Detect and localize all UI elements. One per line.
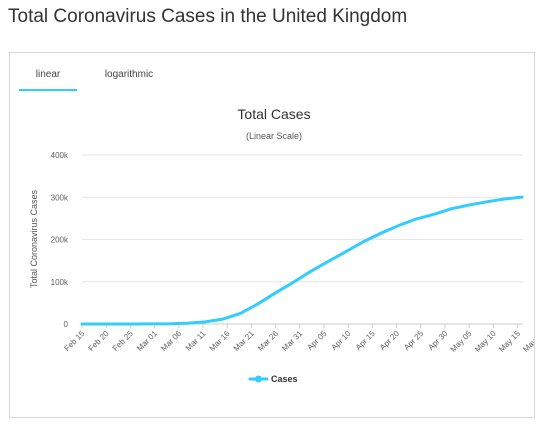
x-tick-label: May 10 bbox=[473, 329, 498, 354]
page-title: Total Coronavirus Cases in the United Ki… bbox=[8, 6, 408, 27]
x-tick-label: May 05 bbox=[449, 329, 474, 354]
y-tick-label: 200k bbox=[51, 236, 69, 245]
chart-svg: Total Cases (Linear Scale) Total Coronav… bbox=[29, 106, 534, 384]
x-tick-label: Mar 06 bbox=[159, 329, 183, 353]
legend-marker-cases bbox=[255, 375, 262, 383]
x-tick-label: Mar 31 bbox=[280, 329, 304, 353]
chart-subtitle: (Linear Scale) bbox=[246, 131, 302, 141]
x-tick-label: Apr 20 bbox=[378, 329, 401, 352]
x-tick-label: Feb 15 bbox=[62, 329, 86, 353]
x-tick-label: Mar 01 bbox=[135, 329, 159, 353]
x-tick-label: Apr 15 bbox=[354, 329, 377, 352]
x-tick-label: Feb 20 bbox=[87, 329, 111, 353]
legend[interactable]: Cases bbox=[248, 374, 298, 384]
grid-lines bbox=[82, 154, 523, 325]
y-tick-label: 0 bbox=[64, 320, 69, 329]
tab-linear[interactable]: linear bbox=[19, 67, 77, 91]
x-tick-label: Apr 25 bbox=[402, 329, 425, 352]
x-tick-label: Apr 05 bbox=[305, 329, 328, 352]
x-tick-label: Mar 26 bbox=[256, 329, 280, 353]
y-tick-label: 400k bbox=[51, 151, 69, 160]
x-axis-ticks: Feb 15 Feb 20 Feb 25 Mar 01 Mar 06 Mar 11 Mar … bbox=[62, 324, 534, 354]
y-axis-label: Total Coronavirus Cases bbox=[29, 189, 39, 288]
y-axis-ticks: 0 100k 200k 300k 400k bbox=[51, 151, 69, 329]
x-tick-label: Feb 25 bbox=[111, 329, 135, 353]
chart-title: Total Cases bbox=[237, 106, 310, 122]
series-line-cases bbox=[80, 195, 524, 326]
x-tick-label: May 20 bbox=[521, 329, 534, 354]
x-tick-label: Mar 16 bbox=[208, 329, 232, 353]
x-tick-label: Mar 11 bbox=[184, 329, 208, 353]
x-tick-label: May 15 bbox=[497, 329, 522, 354]
x-tick-label: Apr 30 bbox=[426, 329, 449, 352]
y-tick-label: 300k bbox=[51, 193, 69, 202]
chart-panel: linear logarithmic Total Cases (Linear S… bbox=[9, 52, 535, 418]
tab-logarithmic[interactable]: logarithmic bbox=[104, 69, 154, 80]
x-tick-label: Mar 21 bbox=[232, 329, 256, 353]
x-tick-label: Apr 10 bbox=[330, 329, 353, 352]
y-tick-label: 100k bbox=[51, 278, 69, 287]
legend-label-cases: Cases bbox=[271, 374, 298, 384]
series-layer bbox=[80, 195, 524, 326]
